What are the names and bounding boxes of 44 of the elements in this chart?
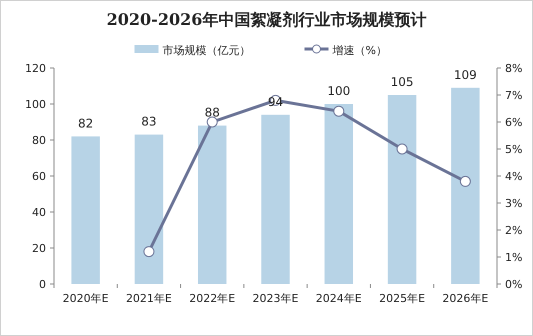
- legend-label: 增速（%）: [332, 44, 387, 57]
- point: [396, 144, 408, 154]
- bar: [71, 136, 100, 284]
- data-label: 83: [141, 114, 157, 129]
- bar: [261, 114, 290, 284]
- x-tick-label: 2021年E: [126, 292, 172, 305]
- x-tick-label: 2026年E: [442, 292, 488, 305]
- y2-tick-label: 5%: [505, 143, 522, 156]
- x-tick-label: 2025年E: [379, 292, 426, 305]
- y-tick-label: 80: [32, 134, 46, 147]
- data-label: 105: [390, 75, 414, 89]
- data-label: 82: [78, 116, 94, 130]
- y2-tick-label: 8%: [505, 62, 522, 75]
- y-tick-label: 20: [32, 242, 46, 255]
- bar: [134, 134, 164, 284]
- y2-tick-label: 0%: [505, 278, 522, 291]
- x-tick-label: 2023年E: [252, 292, 299, 305]
- x-tick-label: 2022年E: [189, 292, 236, 305]
- y-tick-label: 60: [32, 170, 46, 183]
- bar: [198, 126, 226, 284]
- y2-tick-label: 3%: [505, 197, 522, 210]
- y2-tick-label: 6%: [505, 116, 522, 129]
- y2-tick-label: 7%: [505, 89, 522, 102]
- y2-tick-label: 4%: [505, 170, 522, 183]
- y-tick-label: 100: [25, 98, 46, 111]
- point: [206, 116, 218, 128]
- bar: [324, 104, 354, 284]
- x-tick-label: 2024年E: [316, 292, 362, 305]
- data-label: 88: [204, 106, 220, 120]
- y-tick-label: 40: [32, 206, 46, 219]
- point: [143, 246, 154, 258]
- data-label: 100: [327, 84, 350, 98]
- y-tick-label: 120: [25, 62, 46, 75]
- data-label: 109: [454, 68, 477, 82]
- y2-tick-label: 1%: [505, 251, 522, 264]
- legend-label: 市场规模（亿元）: [162, 44, 250, 57]
- point: [460, 176, 471, 187]
- y2-tick-label: 2%: [505, 224, 522, 237]
- chart-title: 2020-2026年中国絮凝剂行业市场规模预计: [106, 10, 426, 29]
- point: [333, 106, 344, 117]
- y-tick-label: 0: [39, 278, 46, 291]
- x-tick-label: 2020年E: [62, 292, 109, 305]
- bar: [451, 88, 480, 284]
- bar: [388, 95, 416, 284]
